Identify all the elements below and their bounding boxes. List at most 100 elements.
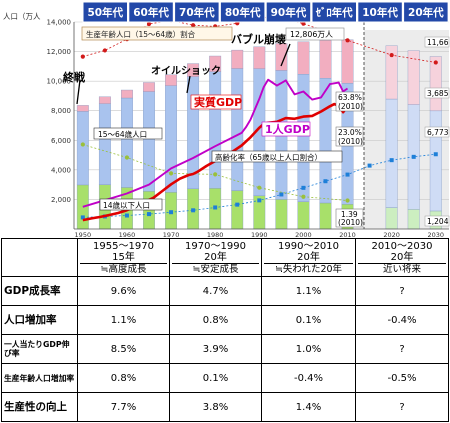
- decade-box: [219, 1, 266, 23]
- callout-r1: 11,66: [427, 38, 449, 47]
- bar-young: [407, 209, 420, 230]
- bar-working: [121, 97, 133, 188]
- header-period: 1955～1970: [93, 240, 154, 252]
- x-tick-label: 2010: [339, 231, 356, 238]
- ratio-point: [191, 23, 196, 28]
- header-years: 20年: [264, 252, 353, 264]
- bar-working: [231, 68, 244, 191]
- y-tick-label: 6,000: [51, 137, 71, 145]
- table-cell: 1.1%: [77, 305, 170, 335]
- decade-box: [357, 1, 403, 23]
- header-note: ≒安定成長: [192, 263, 239, 275]
- growth-comparison-table: 1955～1970 15年 ≒高度成長 1970～1990 20年 ≒安定成長 …: [1, 238, 449, 422]
- bar-elderly: [121, 89, 133, 99]
- population-gdp-chart: 2,000 4,000 6,000 8,000 10,000 12,000 14,000 19…: [3, 1, 450, 238]
- table-cell: 8.5%: [77, 334, 170, 364]
- row-label: GDP成長率: [1, 276, 78, 306]
- row-label: 一人当たりGDP伸び率: [1, 334, 78, 364]
- header-period: 1990～2010: [278, 240, 339, 252]
- young-ratio-point: [80, 142, 85, 147]
- x-tick-label: 2030: [427, 231, 444, 238]
- table-header-empty: [1, 238, 78, 277]
- aging-point: [147, 212, 151, 217]
- bar-elderly: [231, 49, 244, 69]
- bar-elderly: [385, 45, 398, 100]
- row-label: 人口増加率: [1, 305, 78, 335]
- table-header-row: 1955～1970 15年 ≒高度成長 1970～1990 20年 ≒安定成長 …: [1, 238, 449, 277]
- callout-230: 23.0%: [338, 128, 362, 137]
- bar-working: [98, 103, 111, 185]
- decade-box: [82, 1, 128, 23]
- bar-elderly: [407, 50, 420, 105]
- bar-elderly: [297, 41, 310, 75]
- table-cell: 4.7%: [169, 276, 262, 306]
- table-row: GDP成長率 9.6% 4.7% 1.1% ?: [1, 276, 449, 306]
- bar-working: [429, 110, 442, 212]
- callout-139: 1.39: [341, 210, 358, 219]
- x-tick-label: 2020: [383, 231, 400, 238]
- decade-label: ｾﾞﾛ年代: [315, 6, 353, 19]
- table-header-cell: 1955～1970 15年 ≒高度成長: [77, 238, 170, 277]
- y-tick-label: 10,000: [47, 78, 72, 86]
- header-period: 2010～2030: [371, 240, 433, 252]
- x-tick-label: 2000: [295, 231, 312, 238]
- table-cell: 0.8%: [77, 363, 170, 393]
- decade-label: 70年代: [179, 6, 215, 19]
- ratio-point: [146, 21, 152, 27]
- decade-box: [403, 1, 449, 23]
- table-cell: ?: [355, 334, 449, 364]
- aging-point: [169, 210, 174, 215]
- ratio-point: [301, 21, 306, 26]
- gdp-label-box: [190, 94, 242, 110]
- aging-point: [345, 172, 350, 177]
- aging-box: [211, 150, 343, 163]
- value-callouts: 63.8% (2010) 23.0% (2010) 1.39 (2010) 11…: [335, 36, 450, 228]
- bar-elderly: [429, 56, 442, 112]
- callout-638-year: (2010): [338, 102, 363, 111]
- decade-header: 50年代 60年代 70年代 80年代 90年代 ｾﾞﾛ年代 10年代 20年代: [82, 1, 449, 23]
- young-ratio-point: [301, 194, 306, 199]
- decade-label: 60年代: [133, 6, 169, 19]
- decade-label: 50年代: [87, 6, 123, 19]
- young-box: [99, 198, 163, 211]
- x-tick-label: 1980: [207, 231, 224, 238]
- bar-working: [385, 98, 398, 208]
- bar-young: [275, 199, 288, 230]
- young-ratio-point: [168, 171, 174, 176]
- aging-point: [323, 179, 328, 184]
- ratio-point: [102, 48, 107, 53]
- young-ratio-point: [213, 172, 218, 177]
- aging-point: [257, 198, 262, 203]
- decade-box: [128, 1, 174, 23]
- bar-young: [385, 207, 398, 230]
- ratio-point: [433, 60, 438, 65]
- young-ratio-point: [257, 185, 262, 190]
- ratio-legend-box: [81, 26, 233, 41]
- callout-r2: 3,685: [427, 89, 449, 98]
- table-cell: -0.4%: [355, 305, 449, 335]
- table-row: 生産年齢人口増加率 0.8% 0.1% -0.4% -0.5%: [1, 363, 449, 393]
- aging-point: [301, 185, 306, 190]
- table-cell: 1.1%: [261, 276, 356, 306]
- x-tick-label: 1960: [119, 231, 136, 238]
- callout-230-year: (2010): [338, 137, 363, 146]
- table-header-cell: 2010～2030 20年 近い将来: [355, 238, 449, 277]
- bar-young: [231, 190, 244, 230]
- working-box: [93, 127, 163, 140]
- young-ratio-point: [124, 155, 130, 160]
- annotation-bubble: バブル崩壊: [231, 32, 291, 67]
- header-years: 15年: [80, 252, 167, 264]
- working-box-label: 15～64歳人口: [98, 129, 147, 139]
- x-tick-label: 1990: [251, 231, 268, 238]
- table-header-cell: 1970～1990 20年 ≒安定成長: [169, 238, 262, 277]
- bar-working: [209, 71, 222, 189]
- pgdp-label-box: [261, 121, 311, 137]
- table-cell: 3.8%: [169, 392, 262, 422]
- table-row: 人口増加率 1.1% 0.8% 0.1% -0.4%: [1, 305, 449, 335]
- bar-elderly: [98, 96, 111, 104]
- y-axis-label: 人口（万人: [3, 12, 41, 21]
- header-note: ≒失われた20年: [274, 263, 343, 275]
- decade-label: 90年代: [271, 6, 307, 19]
- y-tick-label: 4,000: [51, 166, 71, 174]
- aging-point: [367, 163, 372, 168]
